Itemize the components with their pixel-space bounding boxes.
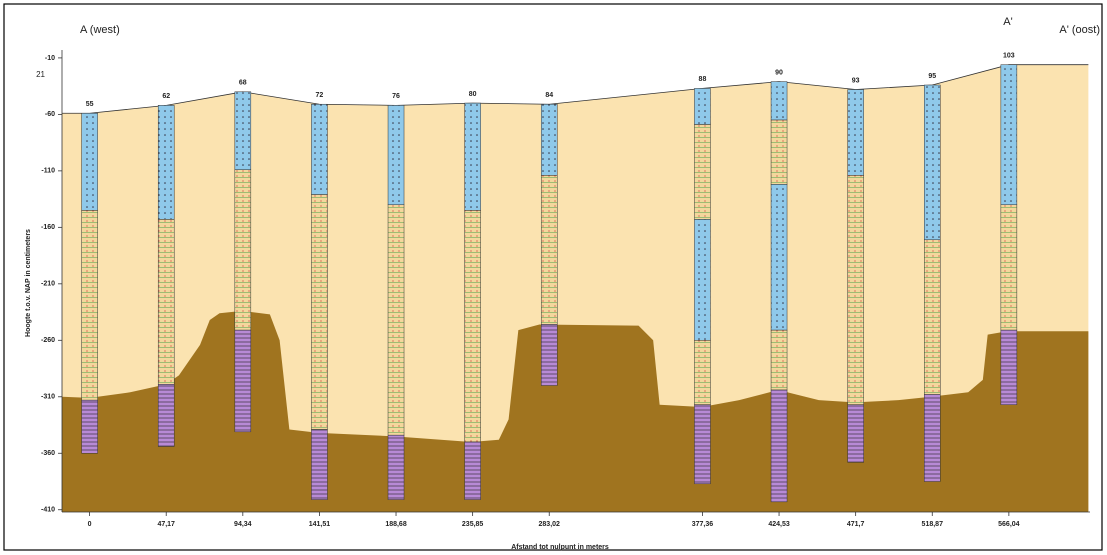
x-tick-label: 235,85 — [462, 521, 484, 528]
borehole-layer — [770, 389, 788, 503]
y-tick-label: -310 — [41, 394, 55, 401]
borehole-layer — [924, 394, 941, 482]
annotation: A (west) — [80, 24, 120, 36]
borehole-label: 93 — [852, 77, 860, 84]
y-tick-label: -10 — [45, 55, 55, 62]
annotation: A' (oost) — [1059, 24, 1100, 36]
y-tick-label: -160 — [41, 224, 55, 231]
y-tick-label: -410 — [41, 507, 55, 514]
x-tick-label: 424,53 — [768, 521, 790, 528]
x-tick-label: 47,17 — [157, 521, 175, 528]
y-axis-title: Hoogte t.o.v. NAP in centimeters — [25, 229, 32, 337]
borehole-layer — [540, 324, 558, 386]
borehole-layer — [694, 124, 711, 220]
borehole-layer — [387, 434, 405, 500]
borehole-label: 80 — [469, 91, 477, 98]
x-tick-label: 566,04 — [998, 521, 1020, 528]
borehole-layer — [694, 88, 711, 125]
borehole-layer — [157, 384, 175, 447]
borehole-label: 55 — [86, 101, 94, 108]
y-tick-label: -260 — [41, 337, 55, 344]
borehole-label: 103 — [1003, 53, 1015, 60]
borehole-layer — [234, 169, 252, 331]
borehole-layer — [157, 105, 175, 220]
borehole-layer — [464, 102, 481, 211]
borehole-layer — [770, 119, 788, 185]
borehole-layer — [81, 210, 98, 401]
borehole-layer — [540, 175, 558, 325]
borehole-layer — [924, 239, 941, 395]
borehole-layer — [81, 113, 98, 211]
borehole-layer — [694, 340, 711, 405]
borehole-label: 84 — [545, 92, 553, 99]
borehole-layer — [770, 184, 788, 331]
borehole-label: 88 — [699, 76, 707, 83]
frame — [3, 3, 1103, 551]
borehole-layer — [1000, 64, 1018, 206]
borehole-layer — [924, 84, 941, 241]
borehole-label: 90 — [775, 69, 783, 76]
borehole-layer — [311, 194, 328, 430]
x-axis-title: Afstand tot nulpunt in meters — [511, 544, 609, 551]
surface-line — [62, 64, 1089, 114]
borehole-label: 76 — [392, 93, 400, 100]
borehole-layer — [847, 89, 864, 176]
borehole-layer — [311, 103, 328, 195]
x-tick-label: 377,36 — [692, 521, 714, 528]
x-tick-label: 188,68 — [385, 521, 407, 528]
x-tick-label: 518,87 — [922, 521, 944, 528]
x-tick-label: 283,02 — [539, 521, 561, 528]
borehole-label: 62 — [162, 93, 170, 100]
y-tick-label: -60 — [45, 111, 55, 118]
borehole-layer — [770, 329, 788, 391]
borehole-label: 68 — [239, 80, 247, 87]
borehole-layer — [157, 219, 175, 385]
annotation: A' — [1003, 16, 1012, 28]
borehole-layer — [234, 329, 252, 433]
borehole-layer — [464, 210, 481, 443]
borehole-label: 95 — [928, 73, 936, 80]
x-tick-label: 94,34 — [234, 521, 252, 528]
x-tick-label: 141,51 — [309, 521, 331, 528]
borehole-layer — [770, 81, 788, 121]
borehole-layer — [311, 429, 328, 500]
x-tick-label: 471,7 — [847, 521, 865, 528]
borehole-layer — [694, 219, 711, 341]
borehole-layer — [81, 399, 98, 454]
borehole-layer — [387, 105, 405, 206]
borehole-layer — [847, 175, 864, 405]
y-tick-label: -210 — [41, 281, 55, 288]
borehole-layer — [464, 441, 481, 500]
borehole-label: 72 — [316, 92, 324, 99]
y-tick-label: -360 — [41, 450, 55, 457]
borehole-layer — [540, 103, 558, 176]
y-tick-label: -110 — [41, 168, 55, 175]
borehole-layer — [694, 404, 711, 485]
borehole-layer — [234, 91, 252, 170]
borehole-layer — [387, 204, 405, 436]
annotation: 21 — [36, 70, 45, 79]
x-tick-label: 0 — [88, 521, 92, 528]
borehole-layer — [1000, 329, 1018, 405]
borehole-layer — [847, 404, 864, 463]
borehole-layer — [1000, 204, 1018, 331]
